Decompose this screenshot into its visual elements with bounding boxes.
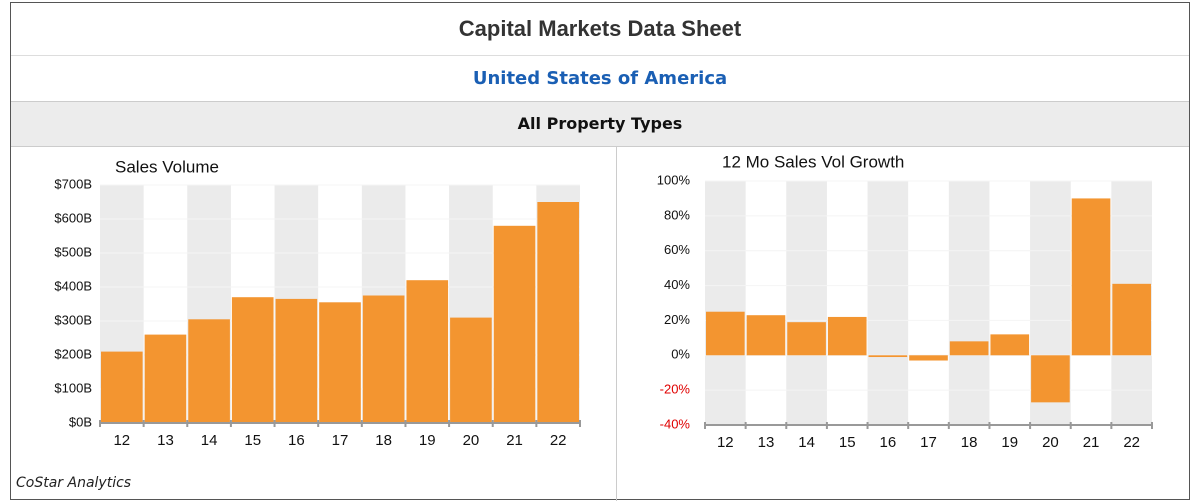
bar	[746, 315, 786, 356]
y-tick-label: $500B	[54, 244, 92, 259]
x-tick-label: 17	[332, 432, 349, 449]
bar	[101, 351, 143, 423]
x-tick-label: 18	[375, 432, 392, 449]
y-tick-label: 80%	[664, 207, 690, 222]
x-tick-label: 12	[113, 432, 130, 449]
x-tick-label: 15	[839, 434, 856, 451]
bar	[787, 322, 826, 356]
sheet-title: Capital Markets Data Sheet	[458, 16, 742, 41]
bar	[493, 225, 536, 423]
bar	[868, 355, 908, 358]
x-tick-label: 13	[157, 432, 174, 449]
x-tick-label: 21	[1083, 434, 1100, 451]
y-tick-label: $300B	[54, 312, 92, 327]
y-tick-label: -40%	[660, 416, 691, 431]
x-tick-label: 16	[288, 432, 305, 449]
bar	[144, 334, 187, 423]
x-tick-label: 14	[798, 434, 815, 451]
column-band	[948, 181, 990, 425]
sheet: Capital Markets Data Sheet United States…	[10, 2, 1190, 501]
x-tick-label: 16	[880, 434, 897, 451]
y-tick-label: $400B	[54, 278, 92, 293]
x-tick-label: 20	[463, 432, 480, 449]
x-tick-label: 18	[961, 434, 978, 451]
bar	[406, 280, 449, 423]
y-tick-label: $600B	[54, 210, 92, 225]
y-tick-label: $700B	[54, 176, 92, 191]
y-tick-label: $0B	[69, 414, 92, 429]
bar	[1031, 355, 1070, 403]
x-tick-label: 21	[506, 432, 523, 449]
bar	[450, 317, 492, 423]
x-tick-label: 15	[244, 432, 261, 449]
x-tick-label: 19	[1001, 434, 1018, 451]
y-tick-label: $200B	[54, 346, 92, 361]
y-tick-label: 60%	[664, 242, 690, 257]
sheet-subtitle: United States of America	[11, 55, 1189, 101]
bar	[1112, 283, 1151, 356]
bar	[231, 297, 274, 423]
bar	[909, 355, 948, 361]
bar	[188, 319, 230, 423]
section-title: All Property Types	[11, 101, 1189, 147]
chart-title: 12 Mo Sales Vol Growth	[722, 152, 904, 171]
bar	[537, 202, 579, 423]
x-tick-label: 14	[201, 432, 218, 449]
y-tick-label: 0%	[671, 347, 690, 362]
y-tick-label: 100%	[657, 172, 691, 187]
bar	[990, 334, 1030, 356]
x-tick-label: 22	[550, 432, 567, 449]
bar	[275, 298, 318, 423]
bar	[949, 341, 989, 356]
bar	[827, 316, 867, 356]
y-tick-label: -20%	[660, 382, 691, 397]
footer: CoStar Analytics	[16, 475, 132, 491]
bar	[319, 302, 361, 423]
column-band	[786, 181, 827, 425]
x-tick-label: 20	[1042, 434, 1059, 451]
divider	[616, 147, 617, 501]
chart-title: Sales Volume	[115, 157, 219, 176]
y-tick-label: 40%	[664, 277, 690, 292]
x-tick-label: 13	[758, 434, 775, 451]
x-tick-label: 12	[717, 434, 734, 451]
x-tick-label: 19	[419, 432, 436, 449]
column-band	[705, 181, 746, 425]
bar	[1071, 198, 1111, 356]
bar	[362, 295, 405, 423]
x-tick-label: 17	[920, 434, 937, 451]
y-tick-label: 20%	[664, 312, 690, 327]
y-tick-label: $100B	[54, 380, 92, 395]
x-tick-label: 22	[1123, 434, 1140, 451]
bar	[706, 311, 745, 356]
column-band	[867, 181, 909, 425]
